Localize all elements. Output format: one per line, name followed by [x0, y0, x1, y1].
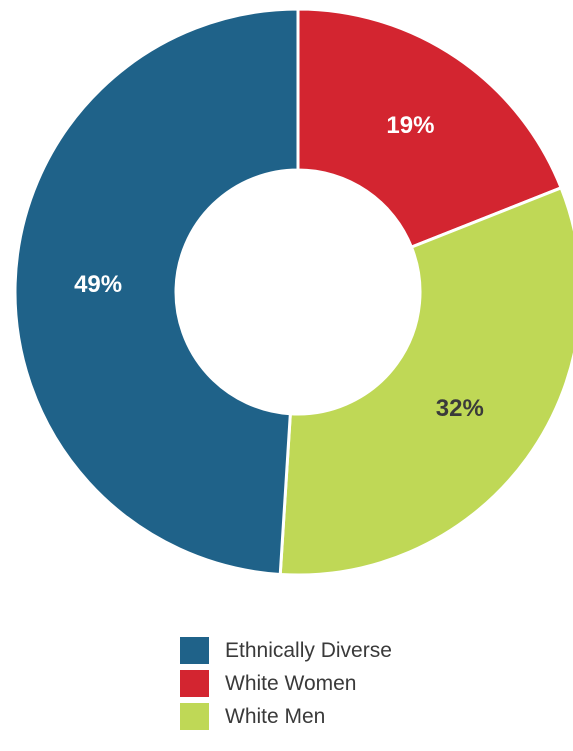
slice-white-women: [296, 7, 564, 250]
legend-label-white-men: White Men: [225, 704, 326, 728]
slice-label-ethnically-diverse: 49%: [74, 271, 122, 298]
legend-label-white-women: White Women: [225, 671, 357, 695]
slice-labels: 19% 32% 49%: [74, 112, 484, 422]
legend-swatch-white-women: [180, 670, 209, 697]
slice-label-white-women: 19%: [386, 112, 434, 139]
slices: [13, 7, 573, 577]
legend-swatch-ethnically-diverse: [180, 637, 209, 664]
legend-item-white-women: White Women: [180, 667, 500, 700]
legend: Ethnically Diverse White Women White Men: [180, 634, 500, 733]
legend-item-ethnically-diverse: Ethnically Diverse: [180, 634, 500, 667]
legend-swatch-white-men: [180, 703, 209, 730]
legend-label-ethnically-diverse: Ethnically Diverse: [225, 638, 392, 662]
legend-item-white-men: White Men: [180, 700, 500, 733]
donut-chart-plot: 19% 32% 49%: [13, 7, 573, 577]
slice-white-men: [278, 185, 573, 577]
slice-label-white-men: 32%: [436, 395, 484, 422]
slice-ethnically-diverse: [13, 7, 300, 577]
